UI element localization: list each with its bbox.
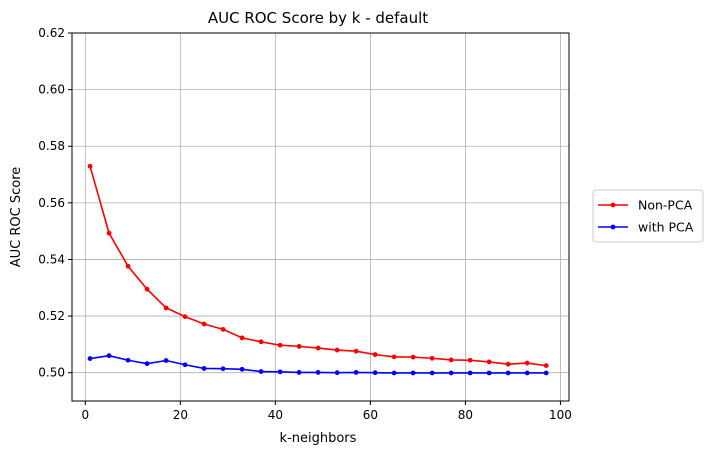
- data-point: [505, 370, 511, 376]
- legend-item: Non-PCA: [598, 198, 693, 213]
- data-point: [87, 163, 93, 169]
- data-point: [220, 326, 226, 332]
- legend-marker: [610, 224, 616, 230]
- series-line: [89, 166, 547, 367]
- data-point: [258, 339, 264, 345]
- data-point: [277, 369, 283, 375]
- grid-lines: [72, 32, 569, 401]
- data-point: [220, 366, 226, 372]
- data-point: [315, 345, 321, 351]
- data-point: [334, 370, 340, 376]
- x-tick-label: 0: [81, 408, 89, 422]
- legend-label: with PCA: [638, 220, 694, 235]
- data-point: [410, 370, 416, 376]
- data-point: [524, 360, 530, 366]
- data-point: [163, 358, 169, 363]
- y-axis-label: AUC ROC Score: [9, 167, 24, 268]
- data-point: [410, 354, 416, 360]
- data-point: [353, 348, 359, 354]
- y-tick-label: 0.52: [38, 309, 65, 323]
- data-point: [543, 370, 549, 376]
- x-tick-label: 80: [458, 408, 473, 422]
- data-point: [144, 286, 150, 292]
- data-point: [524, 370, 530, 376]
- data-point: [391, 370, 397, 376]
- plot-frame: [71, 32, 570, 402]
- x-tick-label: 60: [363, 408, 378, 422]
- series-with-pca: [87, 353, 549, 376]
- data-point: [448, 357, 454, 363]
- data-point: [239, 366, 245, 372]
- data-point: [201, 321, 207, 327]
- data-point: [372, 370, 378, 376]
- series-layer: [87, 163, 549, 376]
- y-tick-label: 0.58: [38, 139, 65, 153]
- data-point: [467, 357, 473, 363]
- data-point: [429, 355, 435, 361]
- data-point: [372, 352, 378, 357]
- y-axis: 0.50 0.52 0.54 0.56 0.58 0.60 0.62: [38, 26, 72, 380]
- x-tick-label: 40: [268, 408, 283, 422]
- data-point: [467, 370, 473, 376]
- data-point: [429, 370, 435, 376]
- data-point: [486, 359, 492, 365]
- x-axis-label: k-neighbors: [280, 431, 357, 446]
- data-point: [125, 357, 131, 363]
- data-point: [296, 370, 302, 375]
- data-point: [277, 342, 283, 348]
- y-tick-label: 0.50: [38, 366, 65, 380]
- data-point: [182, 362, 188, 368]
- x-axis: 0 20 40 60 80 100: [81, 401, 572, 422]
- x-tick-label: 20: [173, 408, 188, 422]
- y-tick-label: 0.56: [38, 196, 65, 210]
- data-point: [239, 335, 245, 341]
- data-point: [334, 347, 340, 353]
- legend-item: with PCA: [598, 220, 694, 235]
- data-point: [87, 356, 93, 361]
- data-point: [258, 369, 264, 374]
- data-point: [163, 305, 169, 311]
- chart-title: AUC ROC Score by k - default: [208, 9, 428, 27]
- legend-box: [592, 189, 704, 243]
- data-point: [125, 263, 131, 269]
- data-point: [182, 314, 188, 320]
- data-point: [543, 363, 549, 369]
- legend: Non-PCA with PCA: [592, 189, 704, 243]
- data-point: [144, 361, 150, 367]
- y-tick-label: 0.62: [38, 26, 65, 40]
- data-point: [486, 370, 492, 376]
- data-point: [505, 361, 511, 367]
- data-point: [296, 343, 302, 349]
- y-tick-label: 0.54: [38, 252, 65, 266]
- legend-marker: [610, 202, 616, 208]
- data-point: [448, 370, 454, 376]
- data-point: [391, 354, 397, 360]
- y-tick-label: 0.60: [38, 83, 65, 97]
- data-point: [353, 370, 359, 375]
- data-point: [106, 230, 112, 236]
- data-point: [106, 353, 112, 359]
- legend-label: Non-PCA: [638, 198, 693, 213]
- x-tick-label: 100: [549, 408, 572, 422]
- series-non-pca: [87, 163, 549, 369]
- data-point: [201, 366, 207, 371]
- data-point: [315, 370, 321, 375]
